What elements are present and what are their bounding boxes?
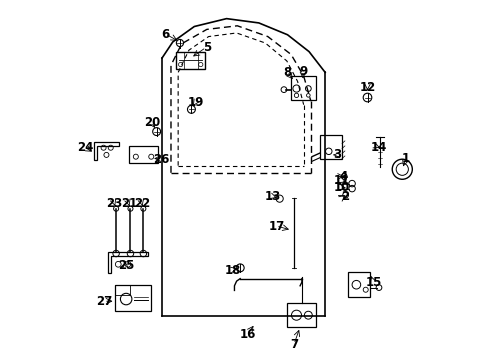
Bar [129, 145, 158, 163]
Bar [348, 272, 369, 297]
Text: 4: 4 [338, 170, 346, 183]
Text: 18: 18 [224, 264, 241, 277]
Text: 25: 25 [118, 259, 134, 272]
Text: 21: 21 [121, 197, 137, 210]
Text: 27: 27 [96, 296, 113, 309]
Text: 15: 15 [365, 276, 381, 289]
Text: 10: 10 [332, 181, 349, 194]
Bar [319, 135, 341, 159]
Text: 16: 16 [240, 328, 256, 341]
Text: 19: 19 [187, 96, 204, 109]
Text: 9: 9 [299, 65, 307, 78]
Text: 14: 14 [370, 141, 386, 154]
Text: 3: 3 [333, 148, 341, 161]
Bar [286, 303, 316, 327]
Text: 20: 20 [143, 116, 160, 129]
Text: 12: 12 [359, 81, 376, 94]
Text: 8: 8 [283, 66, 291, 79]
Bar [290, 76, 315, 100]
Bar [115, 285, 151, 311]
Text: 24: 24 [77, 141, 93, 154]
Bar [115, 285, 129, 296]
Text: 7: 7 [290, 338, 298, 351]
Text: 11: 11 [332, 174, 349, 186]
Text: 6: 6 [161, 28, 169, 41]
Text: 26: 26 [153, 153, 169, 166]
Text: 2: 2 [340, 190, 348, 203]
Text: 5: 5 [203, 41, 210, 54]
Text: 22: 22 [134, 197, 150, 210]
Bar [176, 51, 204, 69]
Text: 13: 13 [264, 190, 280, 203]
Text: 1: 1 [401, 152, 409, 165]
Text: 23: 23 [106, 197, 122, 210]
Text: 17: 17 [268, 220, 285, 233]
